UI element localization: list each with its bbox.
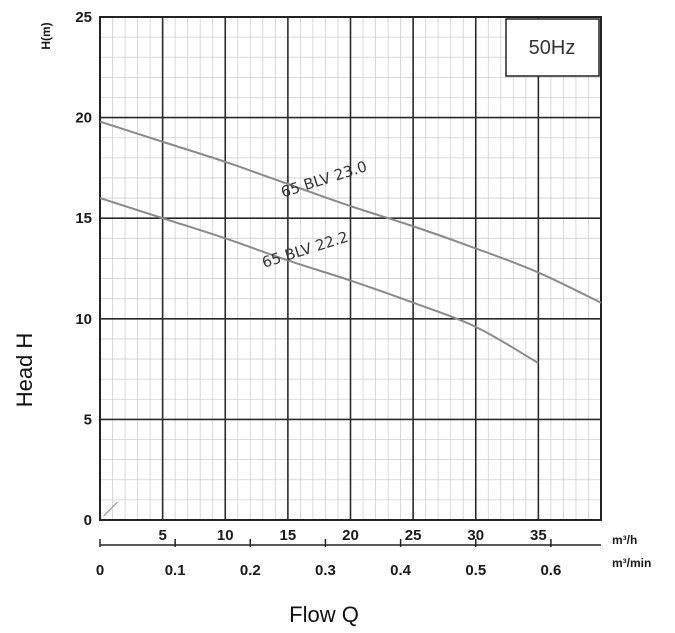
series-label-65-blv-23-0: 65 BLV 23.0	[279, 157, 370, 201]
x-tick-label: 5	[158, 527, 166, 544]
plot-frame	[99, 16, 602, 521]
frequency-badge: 50Hz	[529, 37, 576, 59]
y-outer-label: Head H	[12, 333, 37, 408]
y-axis-label: H(m)	[39, 22, 53, 49]
frequency-badge-box	[505, 18, 600, 77]
x-tick-label: 20	[342, 527, 359, 544]
x-unit-primary: m³/h	[612, 533, 637, 547]
x-tick-label: 25	[405, 527, 422, 544]
x-tick-label: 10	[217, 527, 234, 544]
secondary-x-axis-ticks	[99, 539, 552, 547]
y-tick-label: 0	[84, 512, 92, 529]
x-secondary-tick-labels: 0 0.1 0.2 0.3 0.4 0.5 0.6	[96, 562, 562, 579]
y-tick-label: 5	[84, 411, 92, 428]
y-tick-label: 20	[75, 110, 92, 127]
y-tick-label: 15	[75, 210, 92, 227]
y-tick-label: 10	[75, 311, 92, 328]
y-tick-labels: 0 5 10 15 20 25	[75, 9, 92, 529]
series-line-65-blv-22-2	[99, 197, 539, 364]
series-lines	[99, 120, 602, 364]
x-secondary-tick-label: 0.2	[240, 562, 261, 579]
x-secondary-tick-label: 0.4	[390, 562, 412, 579]
x-secondary-tick-label: 0.1	[165, 562, 186, 579]
x-secondary-tick-label: 0.6	[540, 562, 561, 579]
x-unit-secondary: m³/min	[612, 556, 651, 570]
origin-mark	[103, 501, 118, 517]
series-line-65-blv-23-0	[99, 120, 602, 304]
x-outer-label: Flow Q	[289, 602, 359, 627]
x-tick-label: 30	[467, 527, 484, 544]
x-secondary-tick-label: 0.5	[465, 562, 486, 579]
x-tick-label: 35	[530, 527, 547, 544]
x-tick-labels: 5 10 15 20 25 30 35	[158, 527, 546, 544]
major-grid	[100, 17, 601, 520]
x-secondary-tick-label: 0	[96, 562, 104, 579]
y-tick-label: 25	[75, 9, 92, 26]
x-tick-label: 15	[280, 527, 297, 544]
x-secondary-tick-label: 0.3	[315, 562, 336, 579]
minor-grid	[100, 17, 601, 520]
